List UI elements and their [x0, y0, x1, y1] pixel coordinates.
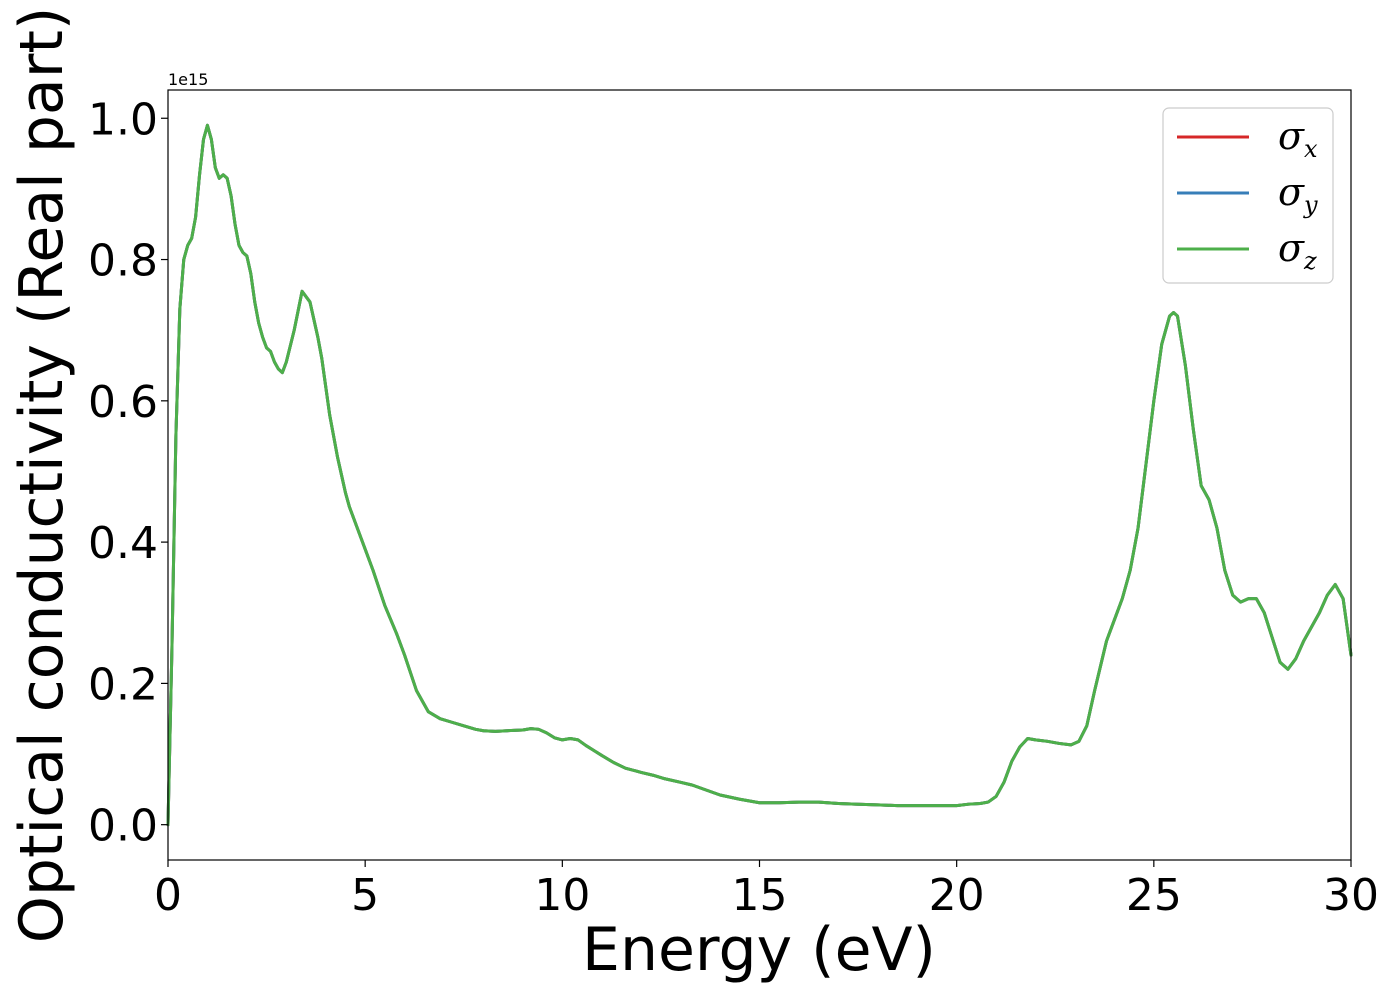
x-tick-label: 0	[154, 870, 182, 921]
y-offset-text: 1e15	[168, 70, 208, 89]
x-axis: 0 5 10 15 20 25 30	[154, 860, 1379, 921]
x-axis-title: Energy (eV)	[582, 915, 936, 985]
x-tick-label: 10	[534, 870, 590, 921]
legend-box	[1162, 107, 1334, 284]
x-tick-label: 25	[1126, 870, 1182, 921]
y-tick-label: 0.0	[88, 801, 158, 852]
x-tick-label: 15	[732, 870, 788, 921]
y-axis: 0.0 0.2 0.4 0.6 0.8 1.0	[88, 94, 168, 852]
series-layer	[166, 123, 1353, 827]
series-line-sigma-z	[166, 123, 1353, 827]
x-tick-label: 30	[1323, 870, 1379, 921]
y-tick-label: 0.6	[88, 377, 158, 428]
y-tick-label: 0.8	[88, 236, 158, 287]
x-tick-label: 20	[929, 870, 985, 921]
x-tick-label: 5	[351, 870, 379, 921]
y-tick-label: 1.0	[88, 94, 158, 145]
y-axis-title: Optical conductivity (Real part)	[7, 7, 77, 944]
y-tick-label: 0.2	[88, 659, 158, 710]
y-tick-label: 0.4	[88, 518, 158, 569]
